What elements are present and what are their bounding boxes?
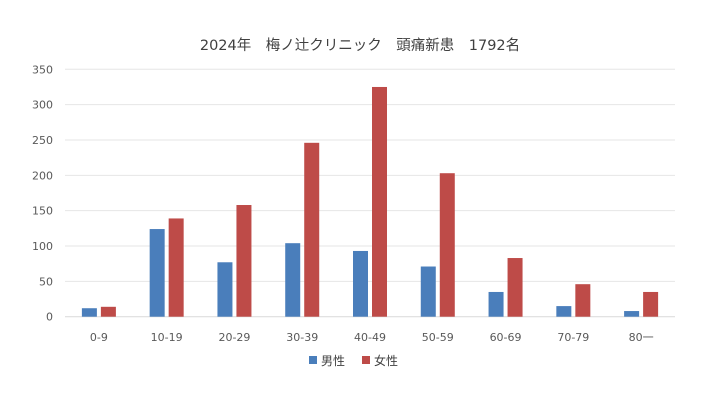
x-tick-label: 40-49: [354, 331, 386, 344]
x-tick-label: 80一: [629, 331, 654, 344]
chart-title: 2024年 梅ノ辻クリニック 頭痛新患 1792名: [200, 37, 520, 54]
bar-male-30-39: [285, 243, 301, 317]
legend-swatch-male: [309, 356, 317, 364]
y-tick-label: 250: [32, 134, 53, 147]
bar-male-20-29: [217, 262, 233, 317]
legend: 男性 女性: [309, 353, 398, 368]
x-tick-label: 20-29: [218, 331, 250, 344]
bar-female-40-49: [372, 86, 387, 317]
bar-male-60-69: [488, 291, 504, 317]
bar-female-70-79: [575, 284, 591, 317]
x-tick-label: 30-39: [286, 331, 318, 344]
x-tick-label: 70-79: [557, 331, 589, 344]
legend-label-female: 女性: [374, 353, 398, 368]
y-tick-label: 200: [32, 169, 53, 182]
bar-female-10-19: [168, 218, 184, 317]
bar-female-80一: [643, 291, 659, 317]
y-tick-label: 300: [32, 99, 53, 112]
bar-male-10-19: [149, 229, 165, 317]
bar-female-30-39: [304, 142, 320, 317]
x-tick-label: 50-59: [422, 331, 454, 344]
x-tick-label: 60-69: [490, 331, 522, 344]
x-tick-label: 10-19: [151, 331, 183, 344]
y-tick-label: 350: [32, 63, 53, 76]
bar-female-20-29: [236, 205, 252, 317]
bar-female-0-9: [100, 306, 116, 317]
y-tick-label: 50: [39, 275, 53, 288]
legend-swatch-female: [362, 356, 370, 364]
bar-male-70-79: [556, 306, 572, 317]
bar-male-80一: [624, 311, 640, 317]
legend-label-male: 男性: [321, 354, 345, 368]
y-tick-label: 150: [32, 205, 53, 218]
x-tick-label: 0-9: [90, 331, 108, 344]
bar-male-0-9: [81, 308, 97, 317]
bar-female-60-69: [507, 258, 523, 317]
y-tick-label: 100: [32, 240, 53, 253]
bar-male-50-59: [420, 266, 436, 317]
bar-male-40-49: [353, 250, 368, 317]
bar-female-50-59: [439, 173, 455, 317]
y-tick-label: 0: [46, 311, 53, 324]
